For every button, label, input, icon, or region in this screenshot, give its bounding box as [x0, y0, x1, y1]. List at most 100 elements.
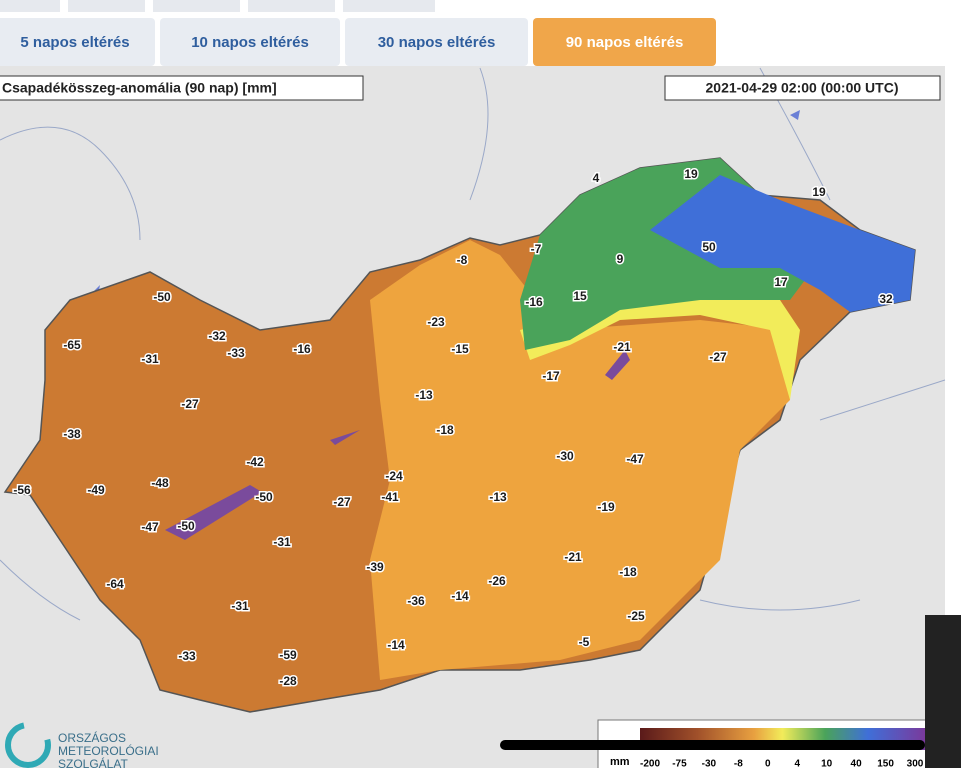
value-label: -13 [489, 490, 507, 504]
tab-label[interactable]: 30 napos eltérés [378, 34, 496, 51]
tab[interactable] [160, 18, 340, 66]
value-label: -18 [619, 565, 637, 579]
value-label: 19 [684, 167, 698, 181]
value-label: -27 [709, 350, 727, 364]
tab-cut[interactable] [68, 0, 145, 12]
lake [165, 485, 262, 540]
scrubber-bar[interactable] [500, 740, 925, 750]
value-label: -8 [457, 253, 468, 267]
logo-icon [5, 722, 51, 768]
timestamp-box [664, 75, 941, 101]
value-label: -16 [293, 342, 311, 356]
value-label: -33 [227, 346, 245, 360]
map-title: Csapadékösszeg-anomália (90 nap) [mm] [2, 80, 277, 96]
value-label: -28 [279, 674, 297, 688]
value-label: -18 [436, 423, 454, 437]
dry-area [370, 240, 790, 680]
value-label: -14 [451, 589, 469, 603]
legend: mm -200 -75 -30 -8 0 4 10 40 150 300 [610, 756, 924, 768]
value-label: 50 [702, 240, 716, 254]
value-label: -27 [333, 495, 351, 509]
value-label: -32 [208, 329, 226, 343]
value-label: -47 [141, 520, 159, 534]
tab[interactable] [345, 18, 528, 66]
value-label: -59 [279, 648, 297, 662]
value-label: -38 [63, 427, 81, 441]
value-label: -33 [178, 649, 196, 663]
tab[interactable] [0, 18, 155, 66]
value-label: -31 [273, 535, 291, 549]
value-label: -56 [13, 483, 31, 497]
tab-label[interactable]: 90 napos eltérés [566, 34, 684, 51]
legend-tick-label: 150 [877, 759, 894, 768]
value-label: -25 [627, 609, 645, 623]
value-label: 32 [879, 292, 893, 306]
value-label: -50 [255, 490, 273, 504]
tab-cut[interactable] [0, 0, 60, 12]
value-label: -16 [525, 295, 543, 309]
tab-bar: 5 napos eltérés 10 napos eltérés 30 napos … [0, 18, 716, 66]
legend-tick-label: -200 [640, 759, 660, 768]
overlay-panel [925, 615, 961, 768]
value-label: -50 [177, 519, 195, 533]
value-label: -31 [231, 599, 249, 613]
rivers [0, 67, 946, 621]
value-label: -36 [407, 594, 425, 608]
value-label: -7 [531, 242, 542, 256]
value-label: -49 [87, 483, 105, 497]
value-label: -42 [246, 455, 264, 469]
timestamp: 2021-04-29 02:00 (00:00 UTC) [706, 80, 899, 96]
tab-cut[interactable] [343, 0, 435, 12]
legend-tick-label: 40 [851, 759, 863, 768]
value-label: -21 [564, 550, 582, 564]
value-label: -24 [385, 469, 403, 483]
value-label: -64 [106, 577, 124, 591]
legend-tick-label: -30 [702, 759, 717, 768]
value-label: -23 [427, 315, 445, 329]
value-label: -50 [153, 290, 171, 304]
tab[interactable] [533, 18, 716, 66]
value-label: -39 [366, 560, 384, 574]
logo-line: METEOROLÓGIAI [58, 743, 159, 758]
value-label: -13 [415, 388, 433, 402]
value-label: -5 [579, 635, 590, 649]
title-box [0, 75, 364, 101]
legend-tick-label: 4 [794, 759, 800, 768]
value-label: -14 [387, 638, 405, 652]
legend-tick-label: 0 [765, 759, 771, 768]
tab-label[interactable]: 10 napos eltérés [191, 34, 309, 51]
value-label: -41 [381, 490, 399, 504]
value-label: -27 [181, 397, 199, 411]
value-label: 9 [617, 252, 624, 266]
value-label: -48 [151, 476, 169, 490]
tab-label[interactable]: 5 napos eltérés [20, 34, 129, 51]
tab-cut[interactable] [153, 0, 240, 12]
value-label: 17 [774, 275, 788, 289]
value-label: -30 [556, 449, 574, 463]
logo-line: ORSZÁGOS [58, 730, 126, 745]
logo-line: SZOLGÁLAT [58, 756, 128, 768]
legend-tick-label: -8 [734, 759, 743, 768]
value-label: -26 [488, 574, 506, 588]
very-wet-area [650, 175, 915, 312]
legend-tick-label: -75 [672, 759, 687, 768]
tab-cut[interactable] [248, 0, 335, 12]
value-labels: -50-65-31-32-33 -16-27-38-42-48-49-56 -50-… [12, 166, 895, 690]
value-label: 15 [573, 289, 587, 303]
value-label: -19 [597, 500, 615, 514]
value-label: -21 [613, 340, 631, 354]
value-label: -31 [141, 352, 159, 366]
value-label: -65 [63, 338, 81, 352]
value-label: 4 [593, 171, 600, 185]
legend-tick-label: 300 [907, 759, 924, 768]
legend-unit: mm [610, 756, 630, 768]
value-label: 19 [812, 185, 826, 199]
value-label: -15 [451, 342, 469, 356]
legend-tick-label: 10 [821, 759, 833, 768]
value-label: -17 [542, 369, 560, 383]
lake [330, 430, 360, 445]
lake [605, 350, 630, 380]
